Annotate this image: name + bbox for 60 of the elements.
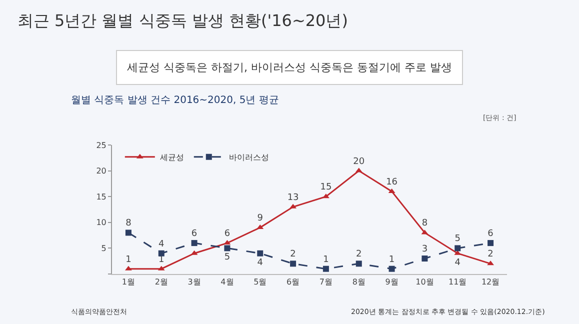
- data-label: 13: [287, 192, 299, 203]
- legend-label: 바이러스성: [228, 153, 269, 162]
- data-label: 8: [422, 218, 428, 229]
- data-label: 6: [191, 229, 198, 240]
- text: 월별 식중독 발생 건수 2016~2020, 5년 평균: [71, 95, 279, 106]
- point: [290, 260, 296, 267]
- point: [322, 266, 329, 272]
- x-tick-label: 1월: [122, 278, 136, 287]
- x-tick-label: 11월: [448, 278, 467, 287]
- x-tick-label: 4월: [220, 278, 234, 287]
- data-label: 15: [320, 182, 332, 193]
- data-label: 2: [356, 250, 362, 260]
- data-label: 2: [488, 250, 494, 260]
- x-tick-label: 9월: [385, 278, 398, 287]
- y-tick-label: 25: [96, 140, 106, 150]
- point: [125, 230, 132, 236]
- data-label: 6: [488, 229, 494, 240]
- data-label: 4: [158, 239, 165, 250]
- legend-label: 세균성: [160, 153, 184, 162]
- data-label: 20: [353, 156, 365, 167]
- point: [290, 204, 296, 208]
- point: [422, 256, 428, 262]
- point: [125, 266, 132, 270]
- y-tick-label: 5: [101, 244, 106, 253]
- chart-subtitle: 세균성 식중독은 하절기, 바이러스성 식중독은 동절기에 주로 발생: [127, 61, 452, 74]
- data-label: 3: [422, 244, 428, 255]
- data-label: 2: [290, 250, 296, 260]
- point: [322, 194, 330, 198]
- point: [356, 260, 362, 267]
- point: [488, 240, 494, 246]
- point: [487, 260, 494, 266]
- data-label: 1: [323, 254, 329, 265]
- y-tick-label: 20: [96, 166, 106, 176]
- point: [257, 250, 264, 256]
- point: [454, 245, 461, 252]
- data-label: 1: [126, 254, 132, 265]
- data-label: 5: [224, 252, 230, 263]
- point: [388, 266, 395, 272]
- data-label: 6: [224, 229, 230, 240]
- data-label: 8: [126, 218, 132, 229]
- data-label: 16: [386, 177, 398, 188]
- point: [158, 250, 164, 256]
- data-label: 5: [454, 234, 460, 244]
- y-tick-label: 15: [96, 192, 106, 202]
- chart-title: 최근 5년간 월별 식중독 발생 현황('16~20년): [17, 10, 348, 30]
- data-label: 9: [257, 214, 264, 224]
- x-tick-label: 10월: [416, 278, 434, 287]
- x-tick-label: 3월: [188, 278, 201, 287]
- x-tick-label: 2월: [154, 278, 168, 287]
- x-tick-label: 6월: [286, 278, 300, 287]
- x-tick-label: 5월: [254, 278, 267, 287]
- data-label: 4: [454, 258, 461, 268]
- point: [224, 245, 230, 252]
- x-tick-label: 12월: [481, 278, 500, 287]
- data-label: 1: [388, 254, 395, 265]
- data-label: 4: [257, 258, 264, 268]
- x-tick-label: 7월: [319, 278, 333, 287]
- point: [191, 240, 198, 246]
- y-tick-label: 10: [96, 218, 106, 228]
- x-tick-label: 8월: [352, 278, 366, 287]
